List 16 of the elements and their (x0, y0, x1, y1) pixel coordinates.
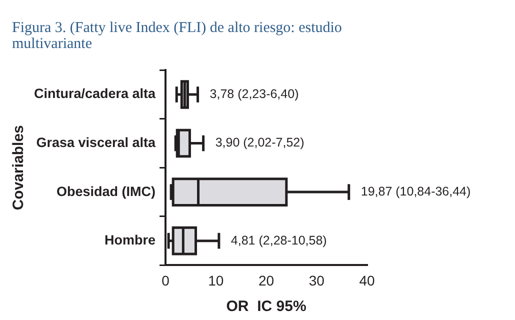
y-tick-label: Hombre (104, 232, 156, 248)
y-tick-label: Grasa visceral alta (36, 134, 156, 150)
annotation: 19,87 (10,84-36,44) (360, 184, 471, 198)
x-tick-label: 30 (308, 272, 325, 288)
y-axis-title: Covariables (10, 125, 28, 210)
y-tick-label: Obesidad (IMC) (56, 184, 156, 199)
annotation: 3,90 (2,02-7,52) (215, 136, 304, 150)
chart-title: Figura 3. (Fatty live Index (FLI) de alto riesgo: estudio multivariante (12, 20, 343, 52)
y-tick-label: Cintura/cadera alta (34, 86, 156, 102)
x-tick-label: 10 (208, 272, 224, 288)
x-tick-label: 0 (162, 272, 170, 288)
x-tick-label: 40 (359, 272, 375, 288)
x-axis-title: OR IC 95% (226, 298, 306, 316)
annotation: 3,78 (2,23-6,40) (210, 86, 299, 101)
x-tick-label: 20 (258, 272, 274, 288)
annotation: 4,81 (2,28-10,58) (230, 233, 327, 248)
